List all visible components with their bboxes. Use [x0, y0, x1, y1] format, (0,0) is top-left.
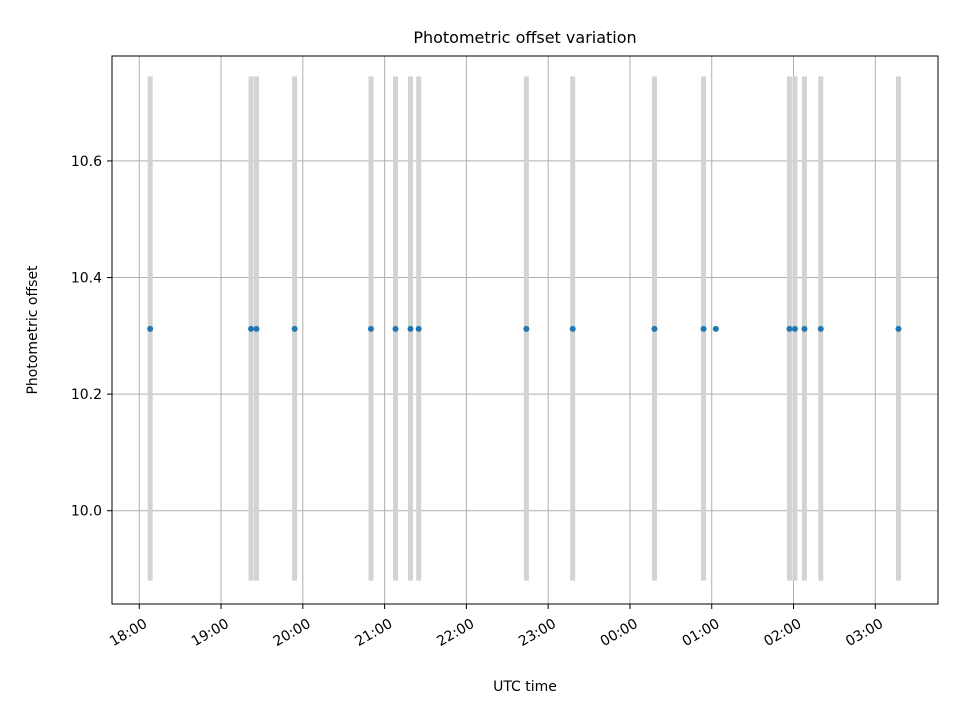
x-tick-label: 00:00 [598, 616, 641, 650]
data-point [147, 325, 154, 332]
chart-title: Photometric offset variation [413, 28, 636, 47]
data-point [523, 325, 530, 332]
data-point [392, 325, 399, 332]
data-point [651, 325, 658, 332]
data-point [700, 325, 707, 332]
data-point [786, 325, 793, 332]
y-axis-label: Photometric offset [25, 265, 41, 395]
data-point [817, 325, 824, 332]
data-point [291, 325, 298, 332]
data-point [895, 325, 902, 332]
x-axis-label: UTC time [493, 679, 557, 695]
x-tick-label: 01:00 [680, 616, 723, 650]
x-tick-label: 23:00 [516, 616, 559, 650]
data-point [712, 325, 719, 332]
y-tick-label: 10.6 [71, 154, 102, 170]
x-tick-label: 18:00 [107, 616, 150, 650]
x-tick-label: 22:00 [434, 616, 477, 650]
data-points [147, 325, 902, 332]
y-tick-label: 10.0 [71, 504, 102, 520]
data-point [569, 325, 576, 332]
y-tick-label: 10.2 [71, 387, 102, 403]
data-point [253, 325, 260, 332]
x-tick-label: 02:00 [761, 616, 804, 650]
data-point [367, 325, 374, 332]
axis-ticks: 18:00 19:00 20:00 21:00 22:00 23:00 00:00 01:00… [71, 154, 886, 650]
data-point [801, 325, 808, 332]
data-point [248, 325, 255, 332]
x-tick-label: 20:00 [271, 616, 314, 650]
y-tick-label: 10.4 [71, 271, 102, 287]
data-point [791, 325, 798, 332]
data-point [407, 325, 414, 332]
x-tick-label: 21:00 [352, 616, 395, 650]
x-tick-label: 19:00 [189, 616, 232, 650]
data-point [415, 325, 422, 332]
x-tick-label: 03:00 [843, 616, 886, 650]
plot-frame [111, 55, 939, 605]
